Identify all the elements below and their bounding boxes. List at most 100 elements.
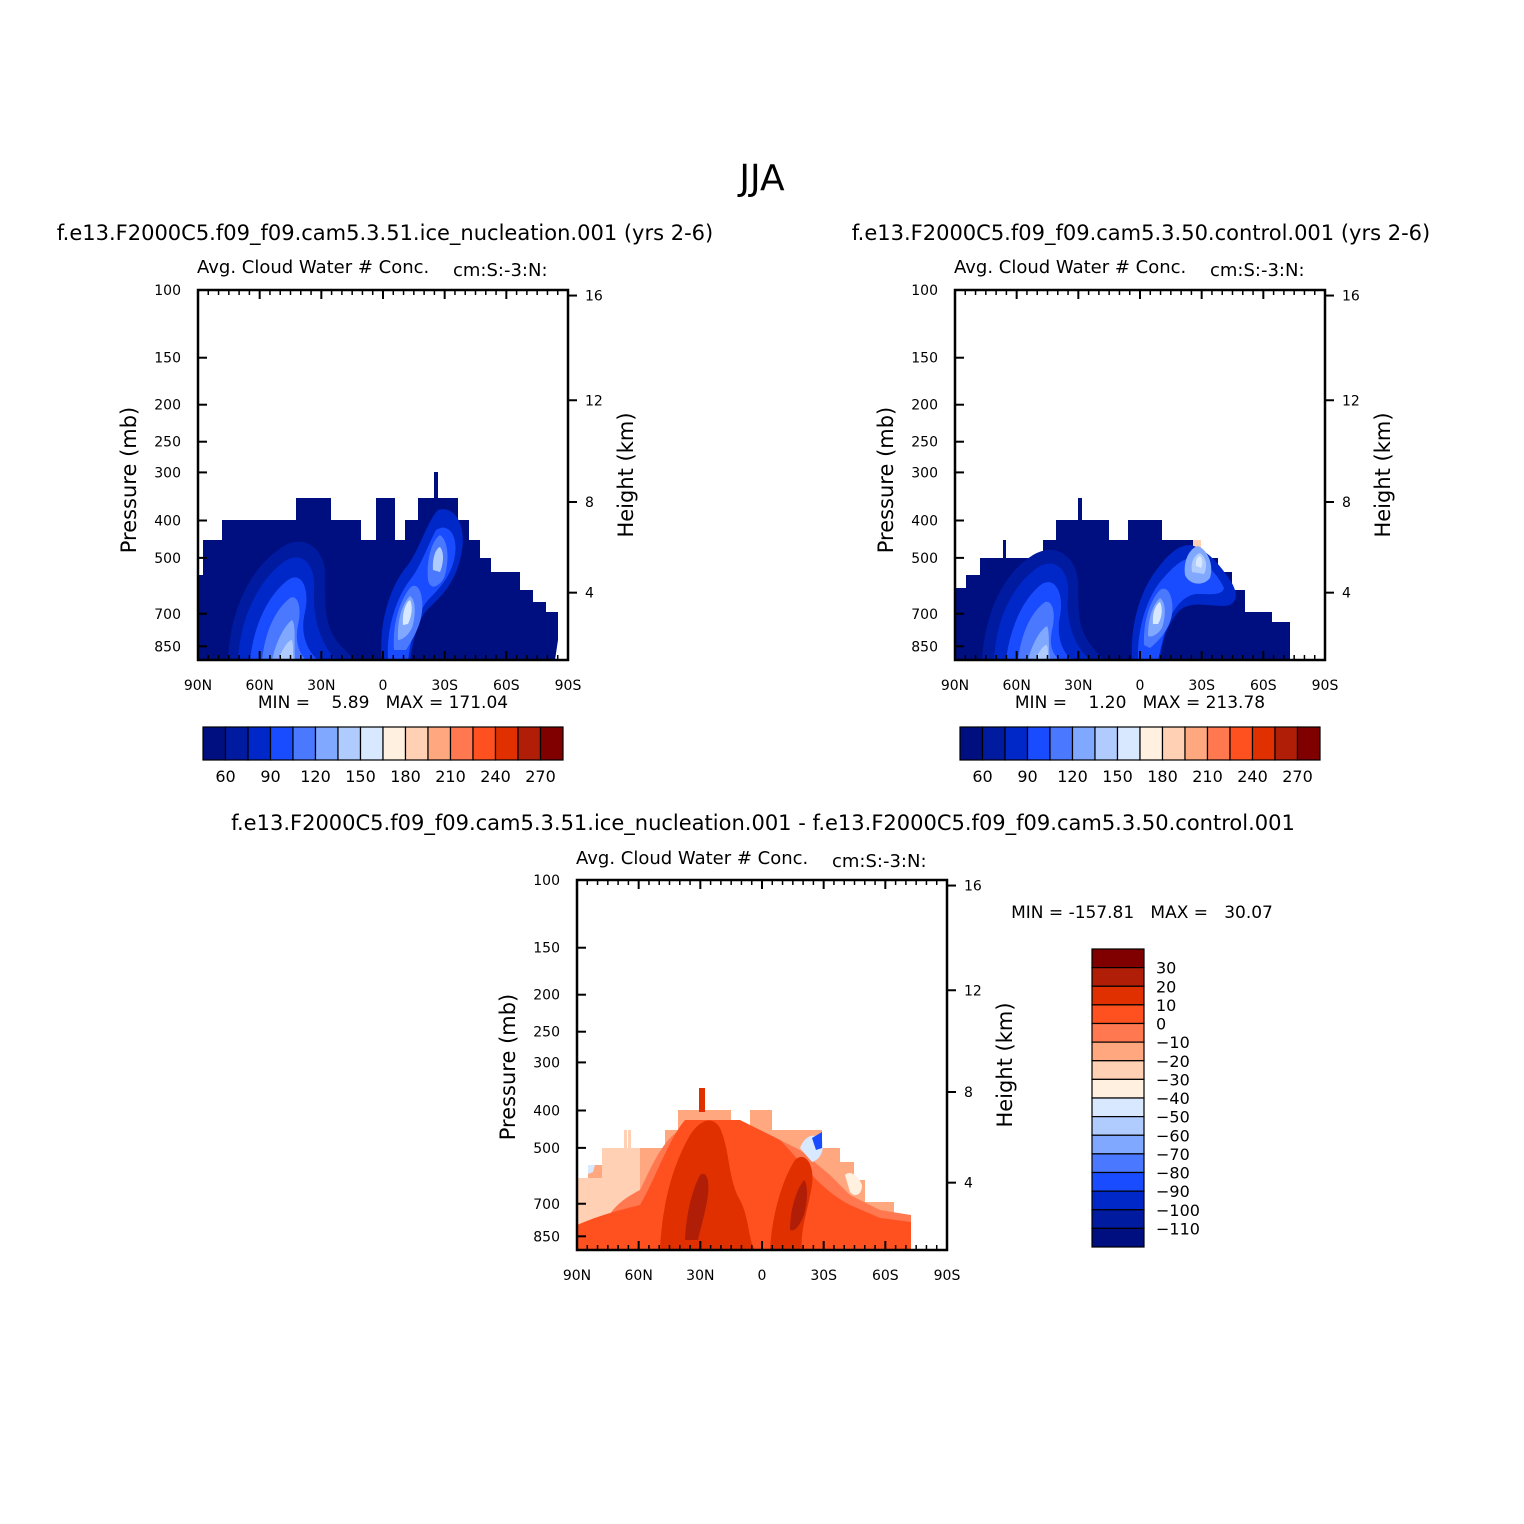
- height-ticks: 16 12 8 4: [947, 879, 982, 1192]
- pressure-tick-label: 100: [911, 283, 938, 299]
- latitude-tick-label: 0: [379, 678, 388, 694]
- colorbar-swatch: [1091, 948, 1145, 969]
- colorbar-swatch: [1091, 1153, 1145, 1174]
- field-level-7b: [1152, 602, 1162, 624]
- colorbar-swatch: [472, 726, 497, 761]
- contour-field: [577, 1088, 911, 1250]
- colorbar: 60 90 120 150 180 210 240 270: [202, 726, 564, 786]
- panel-case-title: f.e13.F2000C5.f09_f09.cam5.3.51.ice_nucl…: [231, 811, 1295, 836]
- height-tick-label: 8: [1342, 495, 1351, 511]
- colorbar-swatch: [494, 726, 519, 761]
- colorbar-label: 60: [972, 767, 992, 786]
- pressure-tick-label: 100: [533, 873, 560, 889]
- panel-case-title: f.e13.F2000C5.f09_f09.cam5.3.51.ice_nucl…: [57, 221, 713, 246]
- panel-case-title: f.e13.F2000C5.f09_f09.cam5.3.50.control.…: [852, 221, 1430, 246]
- field-level-30: [685, 1173, 709, 1240]
- colorbar-swatch: [269, 726, 294, 761]
- colorbar-label: 30: [1156, 959, 1176, 978]
- colorbar-swatch: [1091, 1041, 1145, 1062]
- field-level-7c: [432, 547, 443, 572]
- latitude-tick-label: 90N: [184, 678, 212, 694]
- colorbar-label: 150: [345, 767, 376, 786]
- colorbar-swatch: [1091, 1060, 1145, 1080]
- latitude-tick-label: 30S: [810, 1268, 837, 1284]
- colorbar-swatch: [1091, 1134, 1145, 1155]
- height-tick-label: 12: [585, 393, 603, 409]
- y-axis-label: Pressure (mb): [117, 407, 141, 554]
- colorbar-swatch: [1251, 726, 1276, 761]
- colorbar-swatch: [314, 726, 339, 761]
- height-tick-label: 4: [964, 1176, 973, 1192]
- colorbar-label: 180: [1147, 767, 1178, 786]
- colorbar-swatch: [1116, 726, 1141, 761]
- colorbar-label: −70: [1156, 1145, 1190, 1164]
- field-level-20b: [770, 1156, 813, 1250]
- pressure-tick-label: 250: [154, 435, 181, 451]
- latitude-tick-label: 0: [758, 1268, 767, 1284]
- contour-field: [955, 498, 1290, 660]
- colorbar-swatch: [1091, 1227, 1145, 1248]
- axes-frame: 100 150 200 250 300 400 500 700 850 90N 60N 30N 0 30…: [154, 283, 603, 694]
- panel-units: cm:S:-3:N:: [453, 260, 548, 281]
- field-level-5: [262, 597, 306, 660]
- y-axis-label: Pressure (mb): [496, 994, 520, 1141]
- field-spike: [434, 472, 438, 502]
- field-spike: [699, 1088, 705, 1112]
- colorbar-swatch: [1139, 726, 1164, 761]
- field-level-5: [1018, 601, 1060, 660]
- colorbar-label: 90: [260, 767, 280, 786]
- field-level-7b: [402, 600, 412, 625]
- colorbar-swatch: [1094, 726, 1119, 761]
- height-tick-label: 12: [1342, 393, 1360, 409]
- field-level-10: [577, 1120, 911, 1250]
- pressure-tick-label: 500: [911, 551, 938, 567]
- panel-subtitle: Avg. Cloud Water # Conc.: [197, 257, 429, 278]
- right-axis-label: Height (km): [614, 412, 638, 537]
- colorbar-label: 150: [1102, 767, 1133, 786]
- colorbar-swatch: [292, 726, 317, 761]
- colorbar-swatch: [224, 726, 249, 761]
- colorbar-swatch: [1091, 1097, 1145, 1118]
- latitude-tick-label: 60N: [625, 1268, 653, 1284]
- height-tick-label: 4: [585, 586, 594, 602]
- figure-title: JJA: [737, 158, 785, 199]
- latitude-tick-label: 30S: [431, 678, 458, 694]
- colorbar-swatch: [1184, 726, 1209, 761]
- field-spike: [1003, 540, 1006, 560]
- height-tick-label: 4: [1342, 586, 1351, 602]
- colorbar-label: −50: [1156, 1108, 1190, 1127]
- latitude-tick-label: 90N: [941, 678, 969, 694]
- field-level-30b: [790, 1180, 807, 1231]
- pressure-tick-label: 500: [154, 551, 181, 567]
- colorbar-label: 0: [1156, 1015, 1166, 1034]
- colorbar-swatch: [1049, 726, 1074, 761]
- colorbar-swatch: [959, 726, 984, 761]
- colorbar-swatch: [382, 726, 407, 761]
- panel-ice-nucleation: f.e13.F2000C5.f09_f09.cam5.3.51.ice_nucl…: [57, 221, 713, 786]
- pressure-tick-label: 850: [911, 639, 938, 655]
- height-tick-label: 8: [585, 495, 594, 511]
- y-axis-label: Pressure (mb): [874, 407, 898, 554]
- pressure-tick-label: 700: [911, 607, 938, 623]
- pressure-tick-label: 700: [154, 607, 181, 623]
- colorbar-swatch: [202, 726, 227, 761]
- colorbar: 60 90 120 150 180 210 240 270: [959, 726, 1321, 786]
- height-tick-label: 8: [964, 1085, 973, 1101]
- colorbar-label: 20: [1156, 977, 1176, 996]
- pressure-tick-label: 200: [533, 988, 560, 1004]
- pressure-tick-label: 500: [533, 1141, 560, 1157]
- panel-subtitle: Avg. Cloud Water # Conc.: [954, 257, 1186, 278]
- right-axis-label: Height (km): [993, 1002, 1017, 1127]
- colorbar-label: 120: [1057, 767, 1088, 786]
- colorbar-swatch: [359, 726, 384, 761]
- height-ticks: 16 12 8 4: [568, 289, 603, 602]
- panel-difference: f.e13.F2000C5.f09_f09.cam5.3.51.ice_nucl…: [231, 811, 1295, 1284]
- colorbar-swatch: [1206, 726, 1231, 761]
- colorbar-label: 240: [1237, 767, 1268, 786]
- min-max-stats: MIN = 1.20 MAX = 213.78: [1015, 693, 1265, 713]
- panel-control: f.e13.F2000C5.f09_f09.cam5.3.50.control.…: [852, 221, 1430, 786]
- colorbar-swatch: [1071, 726, 1096, 761]
- pressure-tick-label: 100: [154, 283, 181, 299]
- colorbar-label: 240: [480, 767, 511, 786]
- colorbar-swatch: [449, 726, 474, 761]
